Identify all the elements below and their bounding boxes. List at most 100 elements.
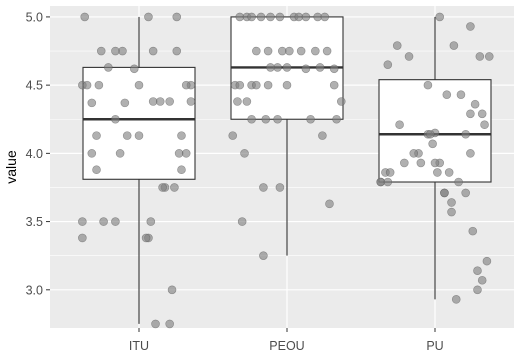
- data-point-pu: [461, 188, 470, 198]
- data-point-peou: [240, 149, 249, 158]
- data-point-pu: [442, 90, 452, 99]
- data-point-pu: [461, 129, 470, 139]
- data-point-peou: [247, 12, 256, 22]
- data-point-pu: [477, 275, 487, 285]
- data-point-itu: [78, 217, 87, 226]
- data-point-pu: [468, 226, 478, 236]
- data-point-peou: [259, 251, 268, 260]
- data-point-itu: [111, 114, 120, 124]
- data-point-itu: [94, 80, 104, 90]
- data-point-peou: [325, 199, 334, 209]
- x-axis: ITU PEOU PU: [129, 328, 444, 353]
- y-tick-label: 3.0: [26, 283, 43, 297]
- data-point-pu: [433, 168, 442, 177]
- data-point-peou: [263, 46, 273, 56]
- data-point-pu: [475, 52, 485, 61]
- data-point-pu: [470, 99, 480, 109]
- data-point-itu: [144, 12, 153, 22]
- data-point-pu: [392, 41, 402, 50]
- data-point-itu: [170, 183, 179, 192]
- data-point-pu: [447, 198, 456, 207]
- data-point-peou: [242, 97, 252, 106]
- data-point-peou: [263, 80, 273, 90]
- data-point-peou: [266, 63, 275, 72]
- data-point-peou: [256, 12, 266, 22]
- data-point-itu: [146, 217, 156, 226]
- data-point-pu: [477, 109, 487, 119]
- data-point-pu: [416, 158, 426, 168]
- y-tick-label: 4.5: [26, 79, 43, 93]
- data-point-peou: [329, 80, 339, 90]
- data-point-itu: [181, 80, 191, 90]
- data-point-peou: [318, 131, 327, 140]
- data-point-peou: [261, 114, 271, 124]
- data-point-itu: [96, 46, 106, 56]
- data-point-pu: [466, 22, 475, 31]
- data-point-peou: [252, 46, 261, 56]
- data-point-pu: [466, 109, 475, 119]
- data-point-itu: [186, 97, 196, 106]
- data-point-itu: [99, 217, 108, 226]
- data-point-itu: [122, 131, 132, 140]
- data-point-pu: [404, 52, 414, 61]
- data-point-itu: [87, 98, 97, 108]
- data-point-pu: [480, 120, 489, 130]
- data-point-itu: [141, 233, 151, 243]
- data-point-itu: [165, 97, 174, 106]
- data-point-peou: [273, 114, 282, 124]
- data-point-pu: [383, 177, 393, 187]
- data-point-peou: [306, 114, 315, 124]
- data-point-peou: [301, 12, 311, 22]
- data-point-itu: [148, 46, 158, 56]
- data-point-pu: [385, 168, 395, 177]
- data-point-pu: [428, 139, 437, 149]
- data-point-pu: [451, 295, 461, 304]
- data-point-pu: [447, 207, 456, 217]
- data-point-itu: [120, 98, 130, 108]
- data-point-pu: [484, 52, 494, 61]
- data-point-peou: [275, 183, 285, 192]
- data-point-itu: [92, 165, 101, 175]
- data-point-pu: [430, 158, 440, 168]
- data-point-itu: [115, 149, 125, 158]
- data-point-itu: [82, 80, 92, 90]
- data-point-pu: [440, 188, 449, 198]
- y-axis: 3.0 3.5 4.0 4.5 5.0: [26, 10, 50, 297]
- data-point-itu: [155, 97, 165, 106]
- data-point-itu: [134, 131, 144, 140]
- data-point-pu: [466, 149, 475, 158]
- data-point-pu: [423, 80, 433, 90]
- x-tick-label-itu: ITU: [129, 339, 149, 353]
- data-point-peou: [311, 46, 320, 56]
- data-point-peou: [320, 12, 330, 22]
- data-point-peou: [235, 80, 245, 90]
- jitter-points: [78, 12, 494, 329]
- data-point-pu: [409, 149, 419, 158]
- x-tick-label-peou: PEOU: [269, 339, 304, 353]
- data-point-peou: [315, 63, 325, 72]
- data-point-itu: [172, 46, 182, 56]
- data-point-peou: [301, 64, 311, 74]
- data-point-pu: [444, 168, 454, 177]
- data-point-peou: [259, 183, 268, 192]
- data-point-peou: [247, 114, 256, 124]
- x-tick-label-pu: PU: [426, 339, 443, 353]
- data-point-pu: [473, 266, 482, 275]
- data-point-pu: [456, 90, 466, 99]
- data-point-pu: [449, 41, 459, 50]
- data-point-itu: [111, 217, 120, 226]
- data-point-pu: [425, 129, 435, 139]
- data-point-peou: [296, 46, 306, 56]
- data-point-peou: [275, 12, 285, 22]
- data-point-itu: [111, 46, 120, 56]
- data-point-pu: [473, 285, 482, 295]
- data-point-peou: [332, 114, 341, 124]
- data-point-itu: [165, 319, 174, 329]
- data-point-pu: [400, 158, 409, 168]
- data-point-pu: [482, 256, 492, 266]
- data-point-peou: [266, 12, 275, 22]
- data-point-itu: [181, 149, 191, 158]
- data-point-itu: [177, 131, 186, 140]
- data-point-itu: [158, 183, 167, 192]
